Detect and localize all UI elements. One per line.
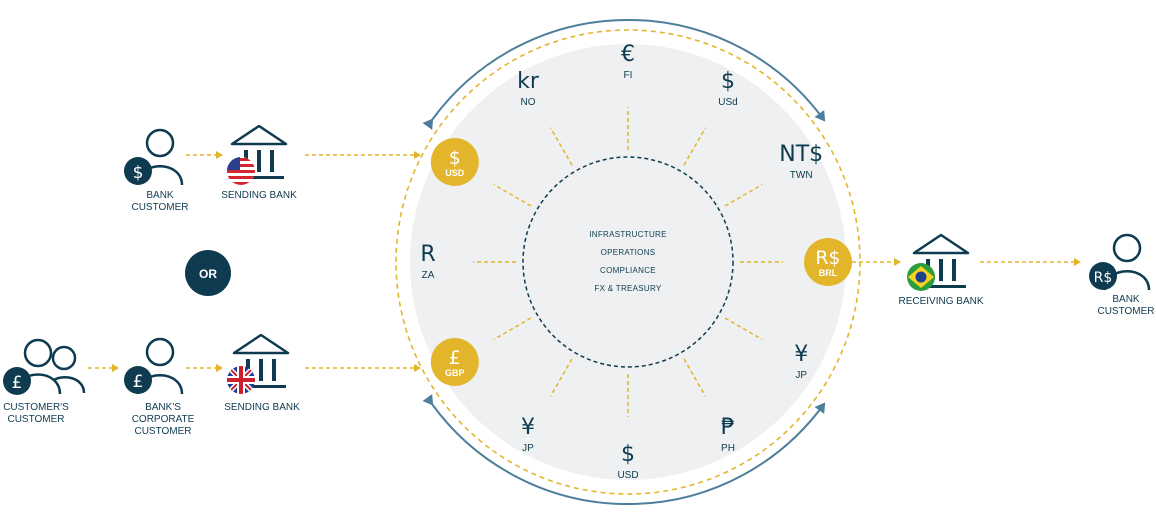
pound-badge-icon — [3, 367, 31, 395]
core-line-compliance: COMPLIANCE — [600, 266, 656, 275]
coin-icon — [430, 138, 479, 186]
spokes — [473, 107, 783, 417]
core-line-infrastructure: INFRASTRUCTURE — [589, 230, 667, 239]
real-badge-icon — [1089, 262, 1117, 290]
receiving-customer-label-line2: CUSTOMER — [1097, 306, 1154, 317]
currency-node-gbp: £GBP — [430, 338, 479, 386]
currency-node-jp: ¥ JP — [794, 342, 808, 381]
or-label: OR — [199, 267, 217, 281]
currency-node-ph: ₱ PH — [721, 415, 735, 454]
bank-customer-icon: $ — [124, 128, 184, 186]
currency-symbol: ¥ — [521, 415, 535, 440]
currency-symbol: ¥ — [794, 342, 808, 367]
brazil-flag-icon — [907, 263, 935, 291]
currency-nodes: €FI $USdNT$TWNR$BRL¥JP₱PH$USD¥JP£GBPRZA$U… — [420, 42, 852, 481]
currency-code: GBP — [445, 368, 465, 378]
receiving-customer-label-line1: BANK — [1112, 294, 1140, 305]
customers-customer-icon: £ — [3, 338, 86, 395]
receiving-bank-label: RECEIVING BANK — [898, 296, 983, 307]
coin-icon — [804, 238, 852, 286]
hub: INFRASTRUCTURE OPERATIONS COMPLIANCE FX … — [395, 18, 861, 506]
currency-symbol: ₱ — [721, 415, 735, 440]
sending-bank-label-bottom: SENDING BANK — [224, 402, 300, 413]
svg-text:R$: R$ — [1094, 270, 1113, 286]
coin-icon — [430, 338, 479, 386]
dollar-badge-icon — [124, 157, 152, 185]
corporate-customer-label-line3: CUSTOMER — [134, 426, 191, 437]
currency-code: BRL — [819, 268, 838, 278]
customers-customer-label-line1: CUSTOMER'S — [3, 402, 69, 413]
currency-code: USD — [617, 470, 638, 481]
spoke-line — [493, 317, 532, 341]
bank-customer-label-line1: BANK — [146, 190, 174, 201]
currency-code: JP — [522, 443, 534, 454]
spoke-line — [549, 127, 573, 166]
bottom-sender-row: £ CUSTOMER'S CUSTOMER £ BANK'S CORPORATE… — [3, 333, 421, 437]
spoke-line — [549, 358, 573, 397]
currency-node-twn: NT$ TWN — [779, 142, 823, 181]
uk-flag-icon — [227, 366, 255, 394]
pound-badge-icon — [124, 366, 152, 394]
spoke-line — [724, 317, 763, 341]
us-flag-icon — [227, 157, 255, 185]
corporate-customer-label-line2: CORPORATE — [132, 414, 195, 425]
currency-node-fi: € FI — [621, 42, 635, 81]
corporate-customer-icon: £ — [124, 337, 184, 395]
currency-symbol: £ — [449, 347, 461, 369]
svg-text:£: £ — [133, 372, 144, 392]
customers-customer-label-line2: CUSTOMER — [7, 414, 64, 425]
currency-symbol: $ — [621, 442, 635, 467]
currency-code: USd — [718, 97, 737, 108]
sending-bank-label-top: SENDING BANK — [221, 190, 297, 201]
currency-node-no: kr NO — [517, 69, 540, 108]
currency-code: TWN — [790, 170, 813, 181]
core-line-operations: OPERATIONS — [601, 248, 656, 257]
currency-node-za: R ZA — [420, 242, 435, 281]
corporate-customer-label-line1: BANK'S — [145, 402, 181, 413]
currency-symbol: $ — [449, 147, 461, 169]
spoke-line — [683, 127, 707, 166]
currency-node-brl: R$BRL — [804, 238, 852, 286]
currency-symbol: kr — [517, 69, 540, 94]
spoke-line — [683, 358, 707, 397]
currency-code: NO — [521, 97, 536, 108]
bottom-rotation-arc — [422, 394, 826, 506]
currency-code: JP — [795, 370, 807, 381]
core-line-fx-treasury: FX & TREASURY — [594, 284, 662, 293]
hub-background — [410, 44, 846, 480]
top-sender-row: $ BANK CUSTOMER SENDING BANK — [124, 124, 421, 213]
currency-code: PH — [721, 443, 735, 454]
svg-text:$: $ — [133, 163, 144, 183]
receiving-customer-icon: R$ — [1089, 233, 1151, 291]
spoke-line — [724, 183, 763, 207]
currency-node-jp: ¥ JP — [521, 415, 535, 454]
hub-core-ring — [522, 156, 734, 368]
currency-code: ZA — [422, 270, 435, 281]
or-badge: OR — [185, 250, 231, 296]
currency-node-usd: $ USd — [718, 69, 737, 108]
currency-symbol: € — [621, 42, 635, 67]
hub-core-text: INFRASTRUCTURE OPERATIONS COMPLIANCE FX … — [589, 230, 667, 293]
spoke-line — [493, 183, 532, 207]
top-rotation-arc — [422, 18, 826, 130]
currency-symbol: NT$ — [779, 142, 823, 167]
currency-node-usd: $ USD — [617, 442, 638, 481]
bank-customer-label-line2: CUSTOMER — [131, 202, 188, 213]
currency-node-usd: $USD — [430, 138, 479, 186]
currency-symbol: $ — [721, 69, 735, 94]
currency-code: FI — [624, 70, 633, 81]
receiver-row: RECEIVING BANK R$ BANK CUSTOMER — [838, 233, 1155, 317]
svg-text:£: £ — [12, 373, 23, 393]
currency-code: USD — [445, 168, 465, 178]
currency-symbol: R — [420, 242, 435, 267]
currency-symbol: R$ — [815, 247, 840, 269]
